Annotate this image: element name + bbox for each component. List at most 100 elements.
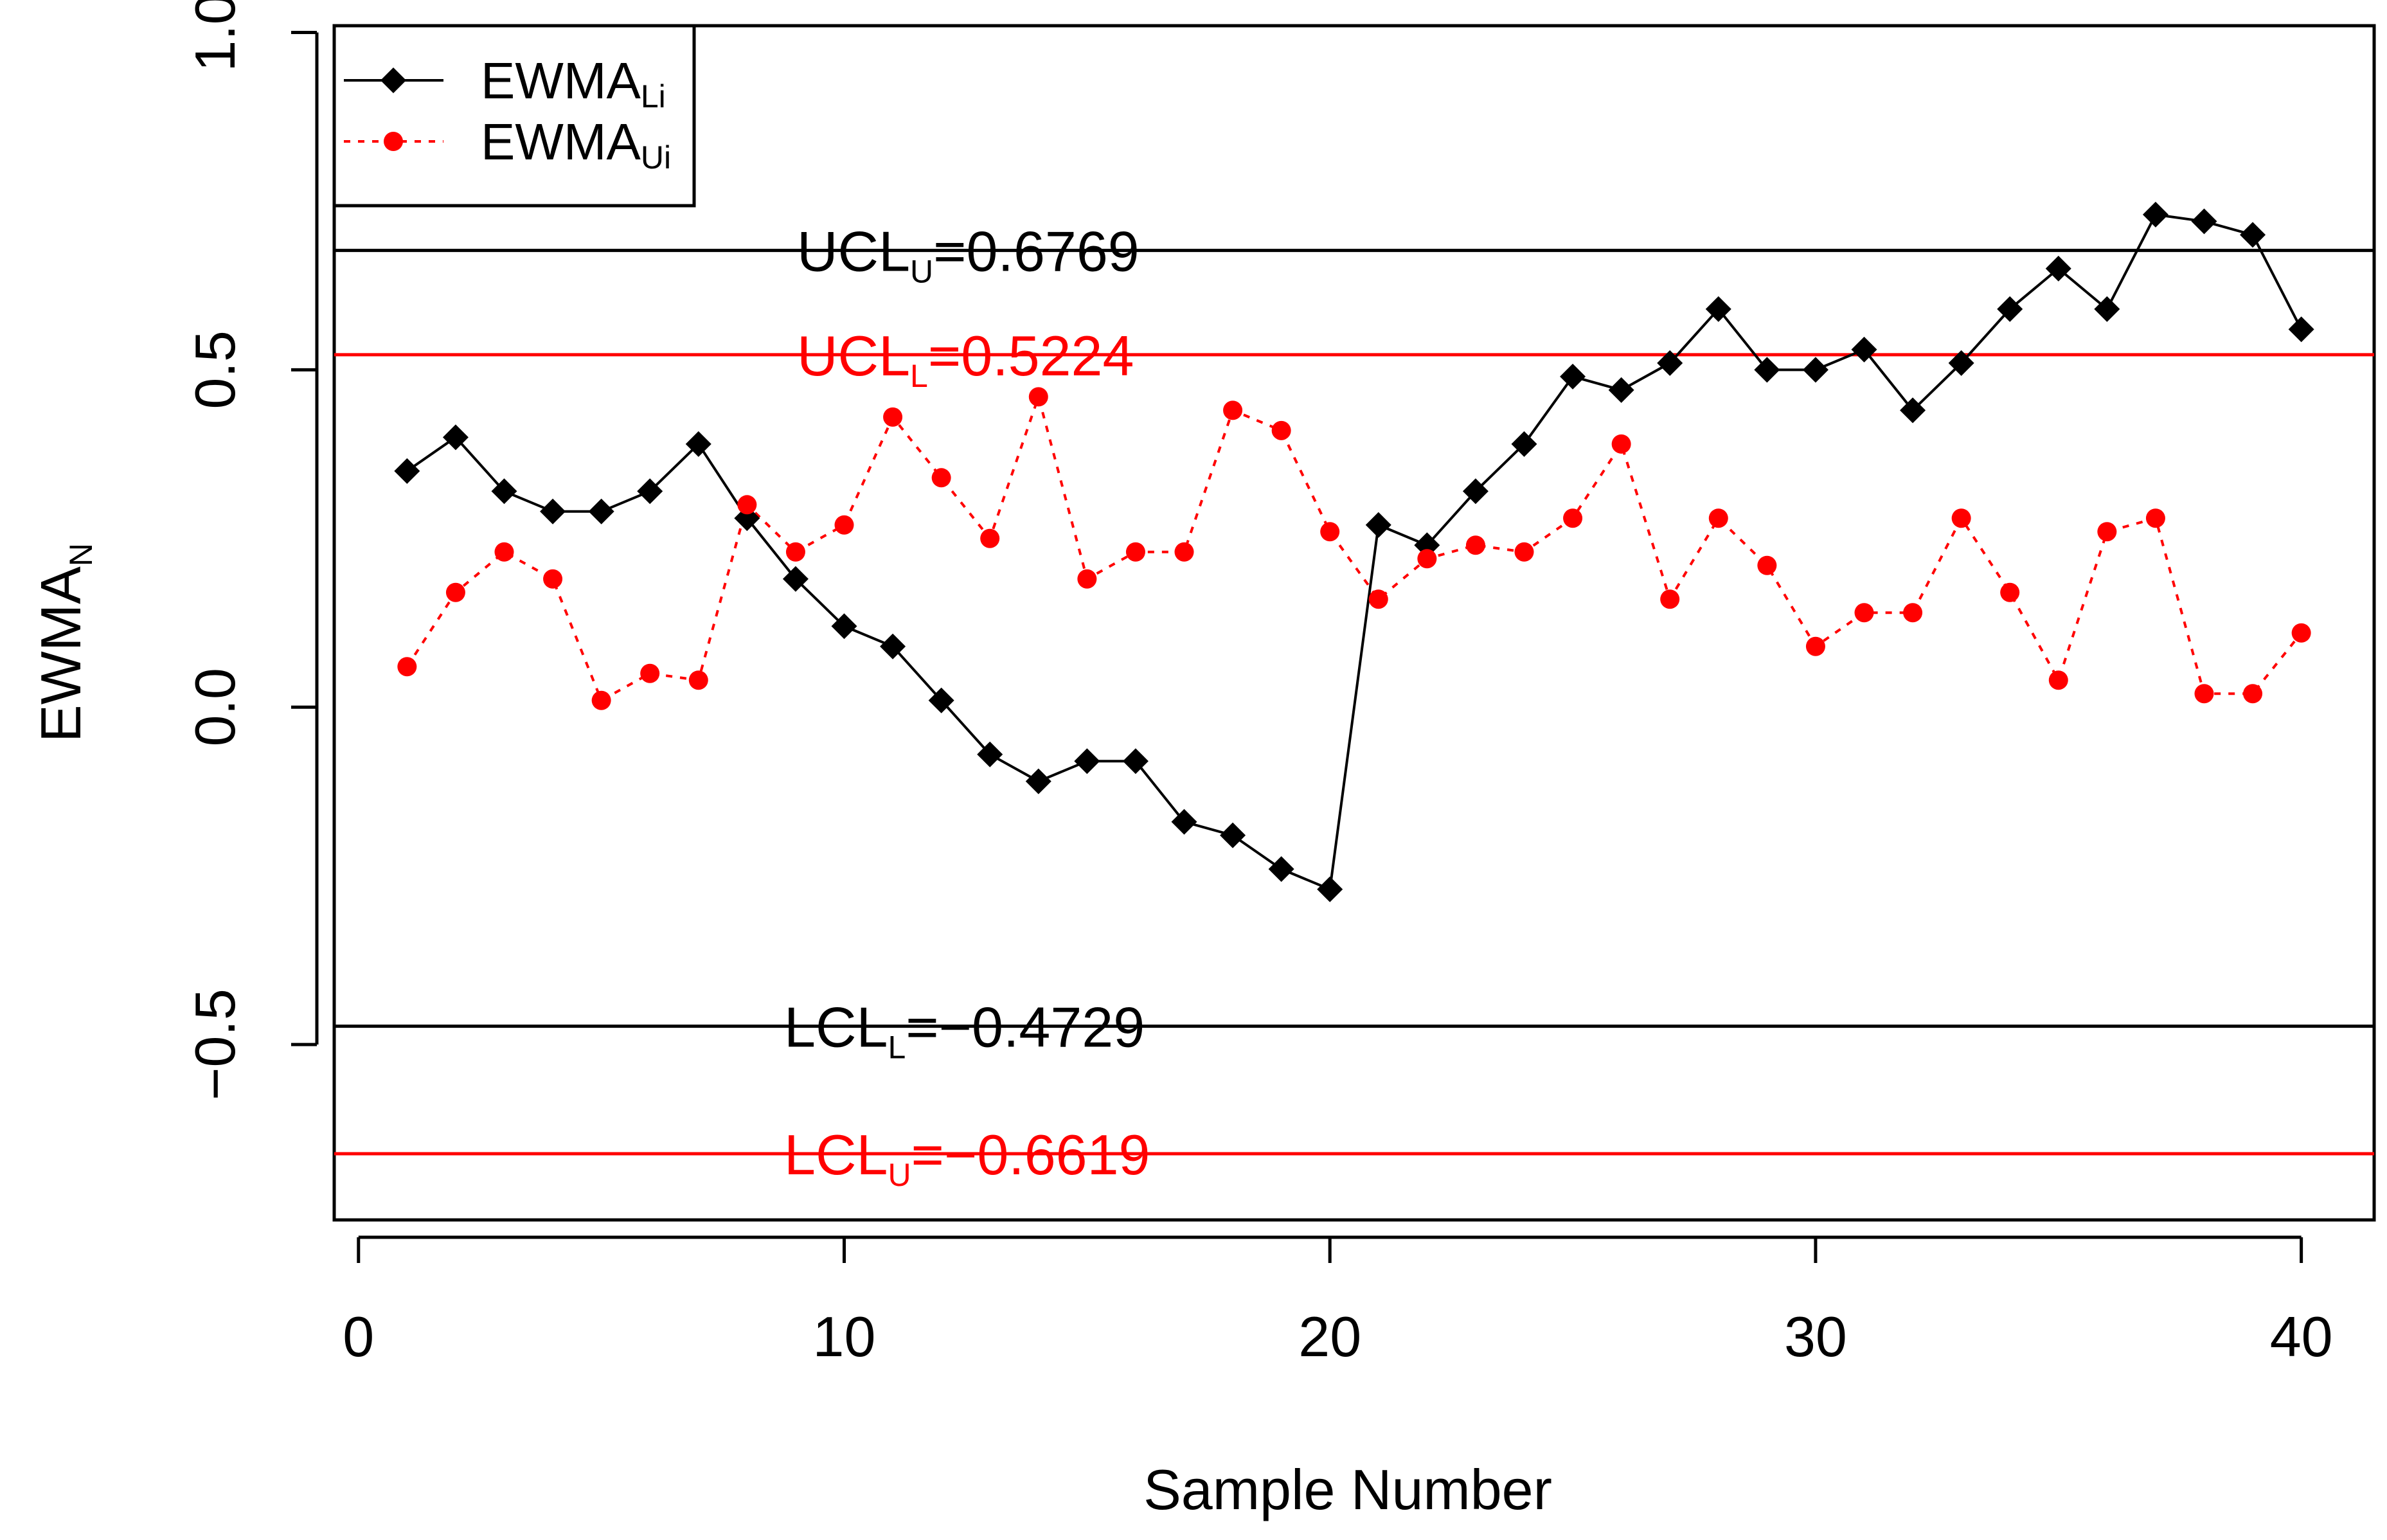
data-point-ewma-ui — [1320, 522, 1340, 542]
data-point-ewma-ui — [445, 582, 465, 602]
data-point-ewma-ui — [2194, 684, 2214, 704]
data-point-ewma-li — [1317, 876, 1343, 902]
legend-label-main: EWMA — [481, 52, 641, 109]
data-point-ewma-li — [977, 741, 1003, 767]
control-limit-name: LCL — [784, 996, 888, 1059]
data-point-ewma-li — [685, 431, 711, 457]
data-point-ewma-ui — [1028, 387, 1048, 407]
data-point-ewma-ui — [2048, 670, 2068, 690]
data-point-ewma-li — [1074, 748, 1100, 774]
y-tick-label: 0.5 — [183, 330, 247, 409]
y-tick-label: −0.5 — [183, 989, 247, 1100]
data-point-ewma-ui — [931, 468, 951, 488]
data-point-ewma-ui — [543, 569, 563, 589]
y-tick-label: 1.0 — [183, 0, 247, 72]
data-point-ewma-ui — [1077, 569, 1097, 589]
data-point-ewma-li — [1705, 296, 1731, 322]
data-point-ewma-li — [1462, 478, 1489, 505]
data-point-ewma-li — [2288, 316, 2314, 343]
series-line-ewma-li — [406, 213, 2303, 891]
control-limit-value: =0.5224 — [928, 324, 1134, 388]
control-limit-label: UCLU=0.6769 — [797, 220, 1140, 290]
data-point-ewma-li — [540, 498, 566, 524]
data-point-ewma-li — [2045, 255, 2071, 282]
data-point-ewma-ui — [1174, 542, 1194, 562]
control-limit-name: LCL — [784, 1123, 888, 1186]
data-point-ewma-ui — [1368, 589, 1388, 609]
data-point-ewma-li — [394, 458, 420, 484]
data-point-ewma-li — [1560, 363, 1586, 389]
data-point-ewma-ui — [688, 670, 708, 690]
data-point-ewma-li — [880, 633, 906, 659]
y-axis-title: EWMAN — [29, 543, 99, 742]
data-point-ewma-ui — [397, 657, 417, 677]
data-point-ewma-ui — [591, 690, 611, 710]
control-limit-value: =−0.6619 — [911, 1123, 1150, 1186]
legend-marker — [380, 67, 406, 93]
x-tick-label: 10 — [813, 1305, 876, 1368]
data-point-ewma-ui — [1514, 542, 1534, 562]
data-point-ewma-li — [1025, 768, 1051, 794]
legend-label: EWMAUi — [481, 113, 671, 175]
data-point-ewma-li — [1802, 357, 1828, 383]
data-point-ewma-li — [1511, 431, 1537, 457]
control-limit-value: =0.6769 — [933, 220, 1140, 283]
data-point-ewma-ui — [1465, 535, 1485, 555]
control-limit-name: UCL — [797, 324, 910, 388]
control-limit-sub: L — [888, 1030, 906, 1066]
data-point-ewma-ui — [1951, 508, 1971, 528]
data-point-ewma-li — [1900, 397, 1926, 424]
control-limit-name: UCL — [797, 220, 910, 283]
control-limit-label: LCLU=−0.6619 — [784, 1123, 1150, 1193]
x-axis-title: Sample Number — [1143, 1458, 1552, 1521]
data-point-ewma-li — [1608, 377, 1634, 403]
data-point-ewma-li — [1171, 809, 1197, 835]
data-point-ewma-li — [1997, 296, 2023, 322]
data-point-ewma-li — [928, 687, 954, 713]
data-point-ewma-li — [831, 613, 857, 640]
data-point-ewma-li — [442, 424, 469, 451]
data-point-ewma-ui — [1563, 508, 1583, 528]
x-tick-label: 40 — [2270, 1305, 2333, 1368]
legend-label-sub: Ui — [641, 139, 671, 175]
data-point-ewma-ui — [1660, 589, 1680, 609]
data-point-ewma-ui — [1611, 434, 1631, 454]
data-point-ewma-li — [588, 498, 614, 524]
data-point-ewma-li — [1122, 748, 1149, 774]
data-point-ewma-ui — [1854, 603, 1874, 623]
data-point-ewma-ui — [1417, 549, 1437, 569]
control-limit-label: LCLL=−0.4729 — [784, 996, 1145, 1066]
control-limit-sub: L — [910, 358, 928, 394]
data-point-ewma-li — [2094, 296, 2120, 322]
data-point-ewma-ui — [1223, 400, 1243, 420]
data-point-ewma-ui — [2145, 508, 2165, 528]
control-limit-sub: U — [888, 1157, 911, 1193]
control-limit-value: =−0.4729 — [906, 996, 1145, 1059]
data-point-ewma-ui — [2097, 522, 2117, 542]
data-point-ewma-ui — [785, 542, 805, 562]
x-tick-label: 30 — [1784, 1305, 1847, 1368]
data-point-ewma-li — [2240, 222, 2266, 248]
data-point-ewma-ui — [980, 528, 1000, 548]
data-point-ewma-li — [1220, 822, 1246, 848]
y-axis-title-sub: N — [63, 543, 99, 566]
data-point-ewma-li — [1948, 350, 1974, 376]
legend-label-sub: Li — [641, 78, 666, 114]
data-point-ewma-ui — [834, 515, 854, 535]
data-point-ewma-ui — [737, 495, 757, 515]
data-point-ewma-li — [1657, 350, 1683, 376]
data-point-ewma-ui — [2291, 623, 2311, 643]
data-point-ewma-li — [1851, 336, 1877, 363]
x-tick-label: 0 — [343, 1305, 374, 1368]
control-limit-label: UCLL=0.5224 — [797, 324, 1134, 394]
data-point-ewma-li — [2191, 208, 2217, 235]
x-tick-label: 20 — [1298, 1305, 1361, 1368]
data-point-ewma-li — [491, 478, 517, 505]
y-axis-title-main: EWMA — [29, 566, 93, 742]
data-point-ewma-ui — [1903, 603, 1923, 623]
data-point-ewma-ui — [883, 407, 903, 427]
data-point-ewma-ui — [1708, 508, 1728, 528]
data-point-ewma-ui — [1125, 542, 1145, 562]
